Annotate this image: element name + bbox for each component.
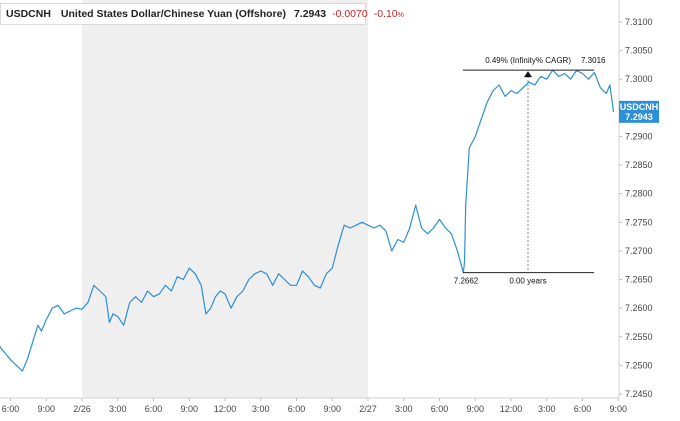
x-tick-label: 3:00 <box>538 404 556 414</box>
y-tick-label: 7.2700 <box>625 246 653 256</box>
y-tick-label: 7.2550 <box>625 332 653 342</box>
legend-change-percent-value: -0.10 <box>373 8 398 20</box>
y-tick-label: 7.2650 <box>625 275 653 285</box>
y-tick-label: 7.3000 <box>625 74 653 84</box>
shaded-session <box>82 0 368 398</box>
y-tick-label: 7.3100 <box>625 17 653 27</box>
x-tick-label: 3:00 <box>395 404 413 414</box>
x-tick-label: 6:00 <box>431 404 449 414</box>
y-tick-label: 7.2800 <box>625 189 653 199</box>
legend-last-price: 7.2943 <box>293 8 327 20</box>
measure-cagr-label: 0.49% (Infinity% CAGR) <box>485 56 571 65</box>
x-tick-label: 12:00 <box>500 404 523 414</box>
legend-change: -0.0070 <box>332 8 368 20</box>
x-tick-label: 6:00 <box>145 404 163 414</box>
x-tick-label: 9:00 <box>609 404 627 414</box>
y-tick-label: 7.2850 <box>625 160 653 170</box>
x-tick-label: 9:00 <box>466 404 484 414</box>
x-tick-label: 6:00 <box>2 404 20 414</box>
legend-change-percent: -0.10% <box>374 8 404 20</box>
legend-change-percent-unit: % <box>397 12 404 19</box>
chart-legend[interactable]: USDCNH United States Dollar/Chinese Yuan… <box>0 3 404 25</box>
x-tick-label: 6:00 <box>288 404 306 414</box>
legend-instrument-name: United States Dollar/Chinese Yuan (Offsh… <box>60 8 286 20</box>
x-tick-label: 12:00 <box>214 404 237 414</box>
y-axis: 7.31007.30507.30007.29507.29007.28507.28… <box>619 17 653 399</box>
measure-low-label: 7.2662 <box>454 277 479 286</box>
x-tick-label: 3:00 <box>252 404 270 414</box>
x-tick-label: 6:00 <box>574 404 592 414</box>
y-tick-label: 7.2900 <box>625 131 653 141</box>
y-tick-label: 7.2750 <box>625 217 653 227</box>
price-tag-symbol: USDCNH <box>620 102 659 112</box>
price-tag: USDCNH 7.2943 <box>619 100 659 123</box>
measure-duration-label: 0.00 years <box>509 277 546 286</box>
legend-symbol: USDCNH <box>6 8 51 20</box>
price-tag-value: 7.2943 <box>625 112 653 122</box>
y-tick-label: 7.2500 <box>625 360 653 370</box>
x-axis: 6:00 9:00 2/26 3:00 6:00 9:00 12:00 3:00 6:00 9:0… <box>2 398 627 414</box>
y-tick-label: 7.3050 <box>625 46 653 56</box>
measure-tool[interactable]: 0.49% (Infinity% CAGR) 7.3016 7.2662 0.0… <box>454 56 606 286</box>
y-tick-label: 7.2450 <box>625 389 653 399</box>
x-tick-label: 3:00 <box>109 404 127 414</box>
x-tick-label: 2/27 <box>359 404 377 414</box>
price-tag-box <box>619 100 659 123</box>
x-tick-label: 9:00 <box>37 404 55 414</box>
x-tick-label: 9:00 <box>180 404 198 414</box>
x-tick-label: 9:00 <box>323 404 341 414</box>
x-tick-label: 2/26 <box>73 404 91 414</box>
measure-high-label: 7.3016 <box>581 56 606 65</box>
measure-arrow-icon <box>524 71 532 78</box>
price-line <box>0 69 615 372</box>
y-tick-label: 7.2600 <box>625 303 653 313</box>
